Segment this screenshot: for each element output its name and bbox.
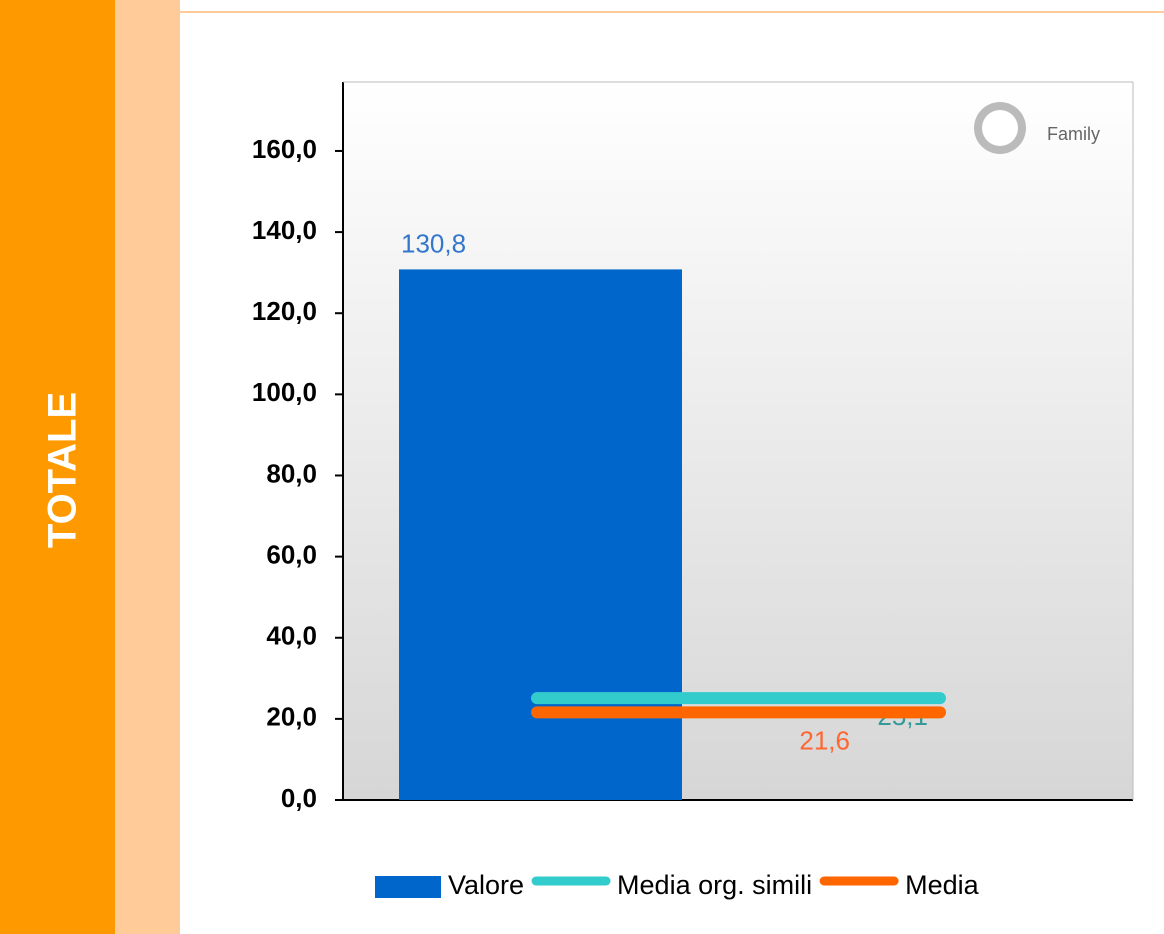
legend-label: Valore <box>448 870 524 900</box>
y-tick-label: 20,0 <box>266 702 317 732</box>
legend-label: Media org. simili <box>617 870 812 900</box>
legend-swatch <box>375 876 441 898</box>
side-band <box>0 0 115 934</box>
y-tick-label: 0,0 <box>281 783 317 813</box>
y-tick-label: 160,0 <box>252 134 317 164</box>
y-tick-label: 80,0 <box>266 458 317 488</box>
y-tick-label: 140,0 <box>252 215 317 245</box>
y-tick-label: 100,0 <box>252 377 317 407</box>
data-label: 130,8 <box>401 228 466 258</box>
side-band-light <box>115 0 180 934</box>
y-tick-label: 120,0 <box>252 296 317 326</box>
side-label: TOTALE <box>41 392 85 548</box>
logo: Family <box>974 102 1100 154</box>
logo-text: Family <box>1047 124 1100 144</box>
data-label: 21,6 <box>799 725 850 755</box>
bar <box>399 269 682 800</box>
logo-icon-inner <box>982 110 1018 146</box>
y-tick-label: 40,0 <box>266 621 317 651</box>
y-tick-label: 60,0 <box>266 539 317 569</box>
legend-label: Media <box>905 870 980 900</box>
